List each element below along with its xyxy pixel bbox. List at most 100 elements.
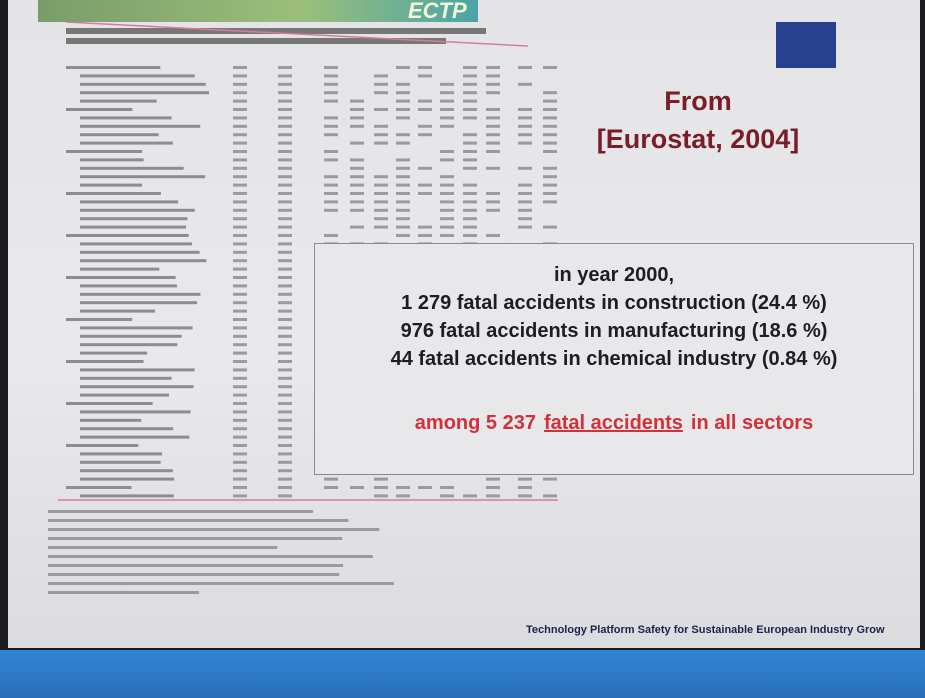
table-cell [543,200,557,203]
table-cell [418,192,432,195]
table-cell [278,486,292,489]
table-cell [233,108,247,111]
summary-link: fatal accidents [544,412,683,434]
table-cell [374,192,388,195]
table-cell [80,74,195,77]
table-cell [518,192,532,195]
table-cell [80,461,161,464]
table-cell [324,100,338,103]
table-cell [486,494,500,497]
table-cell [80,125,200,128]
table-cell [66,192,161,195]
table-cell [233,242,247,245]
table-cell [278,74,292,77]
table-cell [233,452,247,455]
table-cell [80,142,173,145]
table-cell [518,66,532,69]
table-cell [80,385,194,388]
table-cell [486,150,500,153]
table-cell [418,66,432,69]
table-cell [233,427,247,430]
highlight-line: 1 279 fatal accidents in construction (2… [315,292,913,315]
footer: Technology Platform Safety for Sustainab… [526,624,885,636]
table-cell [233,377,247,380]
table-cell [543,66,557,69]
table-cell [463,91,477,94]
table-cell [80,167,184,170]
table-cell [278,268,292,271]
table-cell [80,452,162,455]
table-cell [278,360,292,363]
table-cell [278,133,292,136]
table-cell [440,234,454,237]
table-cell [396,184,410,187]
source-citation: [Eurostat, 2004] [578,120,818,158]
table-cell [80,217,187,220]
table-cell [350,167,364,170]
table-cell [463,133,477,136]
table-cell [396,158,410,161]
table-cell [278,478,292,481]
table-cell [396,91,410,94]
table-cell [278,402,292,405]
table-cell [278,125,292,128]
table-cell [350,486,364,489]
table-cell [350,158,364,161]
table-cell [374,209,388,212]
table-cell [278,368,292,371]
table-cell [66,108,132,111]
table-cell [463,167,477,170]
table-cell [80,268,159,271]
table-cell [278,192,292,195]
table-cell [233,158,247,161]
table-cell [418,226,432,229]
table-cell [543,478,557,481]
table-cell [233,486,247,489]
table-cell [543,142,557,145]
table-cell [486,108,500,111]
table-cell [518,217,532,220]
table-cell [278,293,292,296]
table-cell [543,91,557,94]
table-cell [418,100,432,103]
table-cell [374,175,388,178]
table-cell [233,385,247,388]
table-cell [543,100,557,103]
table-cell [278,301,292,304]
table-cell [233,318,247,321]
highlight-line: 976 fatal accidents in manufacturing (18… [315,320,913,343]
table-cell [374,133,388,136]
table-cell [278,259,292,262]
table-cell [66,150,142,153]
eu-flag [776,22,836,68]
table-cell [518,184,532,187]
table-cell [278,175,292,178]
table-cell [486,83,500,86]
table-cell [374,184,388,187]
table-cell [80,352,147,355]
table-cell [440,192,454,195]
table-cell [518,209,532,212]
table-cell [278,452,292,455]
table-cell [350,200,364,203]
table-cell [463,66,477,69]
table-cell [80,83,206,86]
table-cell [350,226,364,229]
table-cell [233,116,247,119]
table-cell [374,478,388,481]
table-cell [440,226,454,229]
table-cell [233,234,247,237]
table-cell [233,343,247,346]
table-cell [80,184,142,187]
table-cell [278,91,292,94]
table-note [48,519,348,522]
table-cell [396,108,410,111]
table-cell [396,486,410,489]
table-cell [463,209,477,212]
table-cell [486,66,500,69]
table-cell [418,234,432,237]
table-cell [374,486,388,489]
table-cell [80,259,206,262]
table-cell [80,377,172,380]
